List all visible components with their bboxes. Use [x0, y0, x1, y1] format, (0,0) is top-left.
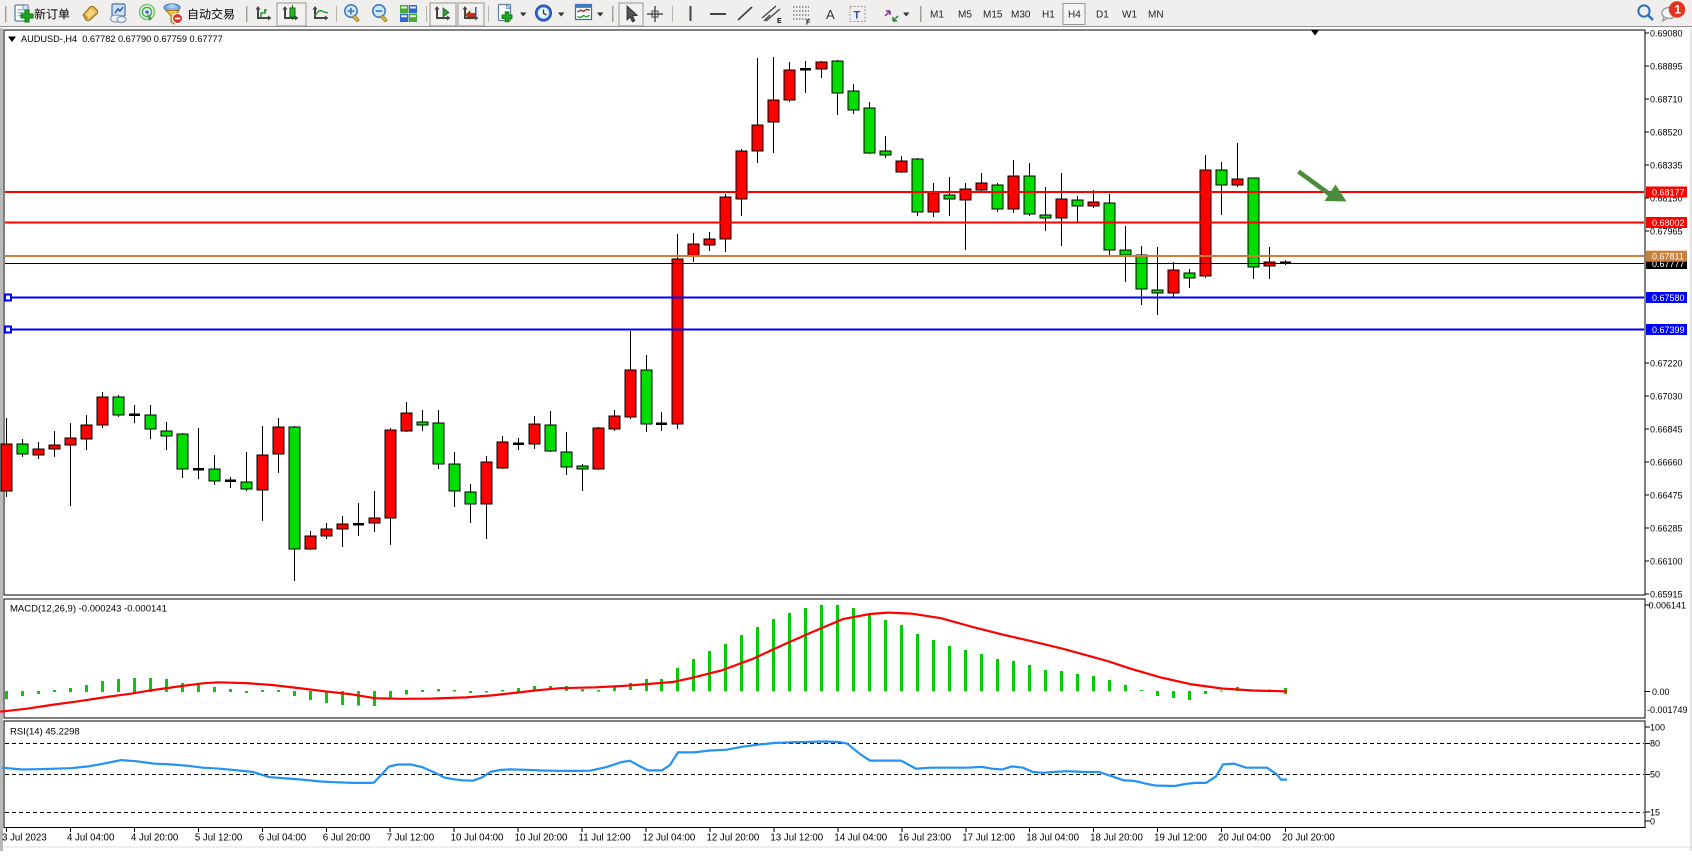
svg-text:0.66845: 0.66845 [1650, 424, 1683, 434]
svg-text:0.68520: 0.68520 [1650, 127, 1683, 137]
svg-text:0.68177: 0.68177 [1652, 187, 1685, 197]
svg-text:0.66285: 0.66285 [1650, 523, 1683, 533]
svg-text:17 Jul 12:00: 17 Jul 12:00 [962, 833, 1015, 844]
svg-text:0.66660: 0.66660 [1650, 457, 1683, 467]
svg-text:0.006141: 0.006141 [1649, 600, 1687, 610]
svg-text:5 Jul 12:00: 5 Jul 12:00 [195, 833, 243, 844]
svg-text:10 Jul 04:00: 10 Jul 04:00 [451, 833, 504, 844]
svg-text:0.68002: 0.68002 [1652, 218, 1685, 228]
svg-text:F: F [806, 20, 811, 27]
svg-text:0.65915: 0.65915 [1650, 589, 1683, 599]
svg-text:M5: M5 [958, 10, 972, 21]
svg-text:0.66475: 0.66475 [1650, 490, 1683, 500]
svg-text:100: 100 [1650, 722, 1665, 732]
svg-text:4 Jul 20:00: 4 Jul 20:00 [131, 833, 179, 844]
svg-text:14 Jul 04:00: 14 Jul 04:00 [834, 833, 887, 844]
svg-text:0: 0 [1650, 816, 1655, 826]
svg-text:0.68895: 0.68895 [1650, 61, 1683, 71]
svg-text:4 Jul 04:00: 4 Jul 04:00 [67, 833, 115, 844]
svg-text:-0.001749: -0.001749 [1647, 705, 1688, 715]
svg-text:11 Jul 12:00: 11 Jul 12:00 [579, 833, 632, 844]
svg-text:E: E [777, 18, 782, 25]
svg-text:0.67811: 0.67811 [1652, 252, 1684, 262]
svg-text:0.67777: 0.67777 [1652, 259, 1685, 269]
svg-text:MN: MN [1148, 10, 1164, 21]
svg-text:AUDUSD-,H4 0.67782 0.67790 0.: AUDUSD-,H4 0.67782 0.67790 0.67759 0.677… [21, 34, 223, 44]
svg-text:6 Jul 20:00: 6 Jul 20:00 [323, 833, 371, 844]
svg-text:1: 1 [1675, 5, 1682, 17]
svg-text:0.67399: 0.67399 [1652, 325, 1685, 335]
svg-text:MACD(12,26,9) -0.000243 -0.000: MACD(12,26,9) -0.000243 -0.000141 [10, 604, 167, 615]
svg-text:0.66100: 0.66100 [1650, 556, 1683, 566]
svg-text:0.67965: 0.67965 [1650, 226, 1683, 236]
svg-text:RSI(14) 45.2298: RSI(14) 45.2298 [10, 727, 80, 738]
svg-text:0.67580: 0.67580 [1652, 293, 1685, 303]
svg-text:18 Jul 20:00: 18 Jul 20:00 [1090, 833, 1143, 844]
svg-text:H4: H4 [1068, 10, 1081, 21]
svg-text:M1: M1 [930, 10, 944, 21]
svg-text:10 Jul 20:00: 10 Jul 20:00 [515, 833, 568, 844]
svg-text:T: T [854, 10, 861, 22]
svg-text:M15: M15 [983, 10, 1003, 21]
svg-text:15: 15 [1650, 807, 1660, 817]
svg-text:16 Jul 23:00: 16 Jul 23:00 [898, 833, 951, 844]
svg-text:6 Jul 04:00: 6 Jul 04:00 [259, 833, 307, 844]
svg-text:0.68150: 0.68150 [1650, 193, 1683, 203]
svg-text:19 Jul 12:00: 19 Jul 12:00 [1154, 833, 1207, 844]
svg-text:20 Jul 04:00: 20 Jul 04:00 [1218, 833, 1271, 844]
svg-text:0.69080: 0.69080 [1650, 28, 1683, 38]
svg-text:80: 80 [1650, 739, 1660, 749]
svg-text:0.00: 0.00 [1652, 687, 1670, 697]
svg-text:18 Jul 04:00: 18 Jul 04:00 [1026, 833, 1079, 844]
svg-text:0.67030: 0.67030 [1650, 391, 1683, 401]
svg-text:0.68710: 0.68710 [1650, 94, 1683, 104]
svg-text:50: 50 [1650, 770, 1660, 780]
svg-text:D1: D1 [1096, 10, 1109, 21]
svg-text:A: A [826, 7, 835, 22]
svg-text:3 Jul 2023: 3 Jul 2023 [2, 833, 47, 844]
svg-text:W1: W1 [1122, 10, 1137, 21]
svg-text:13 Jul 12:00: 13 Jul 12:00 [770, 833, 823, 844]
svg-text:M30: M30 [1011, 10, 1031, 21]
svg-text:H1: H1 [1042, 10, 1055, 21]
svg-text:12 Jul 20:00: 12 Jul 20:00 [706, 833, 759, 844]
svg-text:7 Jul 12:00: 7 Jul 12:00 [387, 833, 435, 844]
svg-text:12 Jul 04:00: 12 Jul 04:00 [643, 833, 696, 844]
svg-text:20 Jul 20:00: 20 Jul 20:00 [1282, 833, 1335, 844]
svg-text:0.67220: 0.67220 [1650, 358, 1683, 368]
svg-text:0.68335: 0.68335 [1650, 160, 1683, 170]
